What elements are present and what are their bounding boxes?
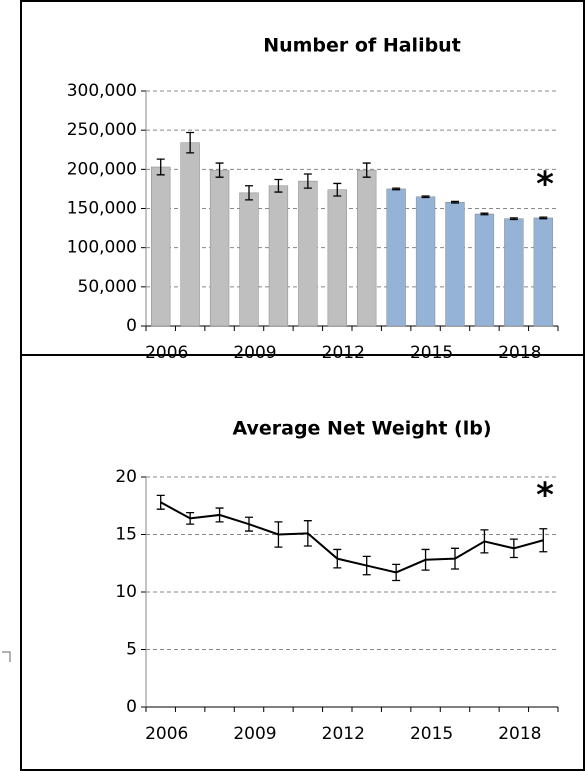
error-bar xyxy=(539,216,548,220)
x-tick-label: 2015 xyxy=(410,724,453,744)
error-bar xyxy=(480,212,489,216)
bar xyxy=(474,213,495,327)
y-tick-label: 300,000 xyxy=(67,81,137,101)
error-bar xyxy=(245,185,253,201)
bar xyxy=(533,217,553,327)
x-tick-label: 2018 xyxy=(498,343,541,363)
y-tick-label: 0 xyxy=(126,316,137,336)
bar xyxy=(445,201,465,327)
bar xyxy=(209,169,230,327)
y-tick-label: 0 xyxy=(126,697,137,717)
error-bar xyxy=(509,217,518,221)
bar xyxy=(180,142,200,327)
bar xyxy=(327,189,347,327)
bar xyxy=(504,218,524,327)
y-tick-label: 100,000 xyxy=(67,238,137,258)
y-tick-label: 20 xyxy=(115,467,137,487)
bar xyxy=(239,192,259,327)
bar xyxy=(268,185,289,327)
decoration xyxy=(2,651,11,662)
x-tick-label: 2006 xyxy=(145,724,188,744)
bar xyxy=(357,169,377,327)
annotation: * xyxy=(536,476,554,516)
bar xyxy=(298,180,318,327)
y-tick-label: 15 xyxy=(115,525,137,545)
x-tick-label: 2018 xyxy=(498,724,541,744)
y-tick-label: 10 xyxy=(115,582,137,602)
panel-frame xyxy=(20,354,585,771)
x-tick-label: 2006 xyxy=(145,343,188,363)
x-tick-label: 2009 xyxy=(233,343,276,363)
error-bar xyxy=(303,173,312,189)
y-tick-label: 150,000 xyxy=(67,199,137,219)
error-bar xyxy=(186,131,195,154)
error-bar xyxy=(156,494,165,510)
y-tick-label: 200,000 xyxy=(67,159,137,179)
error-bar xyxy=(362,162,371,178)
x-tick-label: 2015 xyxy=(410,343,453,363)
annotation: * xyxy=(536,165,554,205)
error-bar xyxy=(451,200,459,204)
bar xyxy=(415,196,436,327)
error-bar xyxy=(274,178,283,193)
line xyxy=(160,501,544,574)
error-bar xyxy=(215,162,224,178)
chart-title: Number of Halibut xyxy=(263,35,461,57)
bar xyxy=(151,166,171,327)
chart-title: Average Net Weight (lb) xyxy=(232,418,491,440)
y-tick-label: 5 xyxy=(126,640,137,660)
error-bar xyxy=(421,195,430,199)
x-tick-label: 2012 xyxy=(322,343,365,363)
x-tick-label: 2009 xyxy=(233,724,276,744)
error-bar xyxy=(539,528,548,553)
error-bar xyxy=(156,158,165,176)
x-tick-label: 2012 xyxy=(322,724,365,744)
error-bar xyxy=(333,182,342,197)
y-tick-label: 250,000 xyxy=(67,120,137,140)
y-tick-label: 50,000 xyxy=(78,277,137,297)
error-bar xyxy=(392,187,401,191)
bar xyxy=(386,188,406,327)
